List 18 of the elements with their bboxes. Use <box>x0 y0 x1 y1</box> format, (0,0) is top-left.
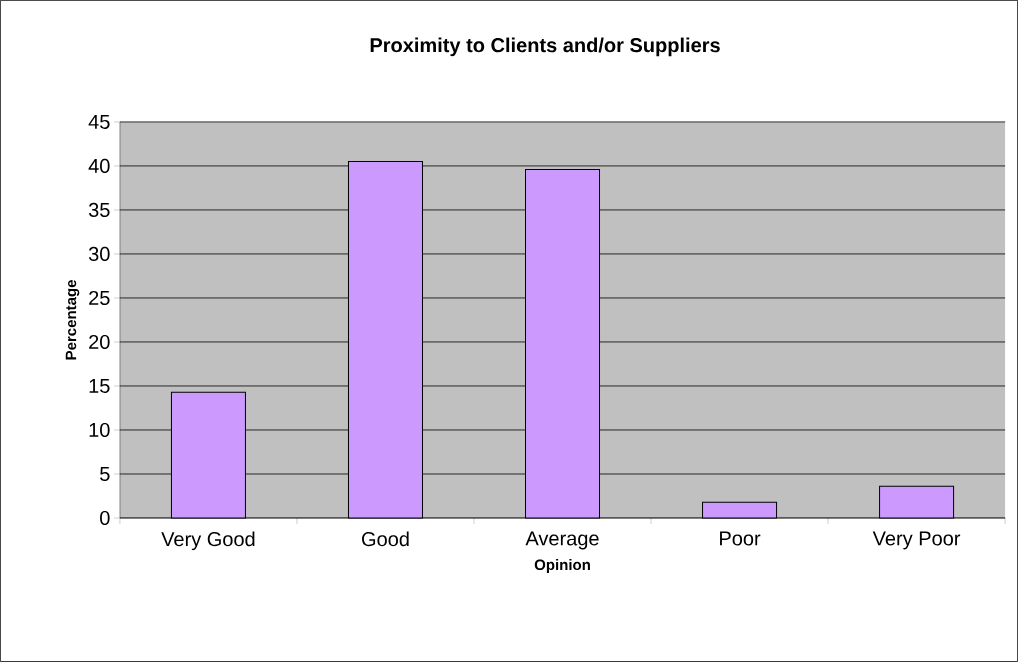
chart-title: Proximity to Clients and/or Suppliers <box>370 37 720 57</box>
x-tick-label: Very Good <box>161 531 255 551</box>
y-axis-title: Percentage <box>65 280 80 360</box>
y-tick-label: 0 <box>100 510 110 526</box>
x-tick-label: Very Poor <box>872 531 961 550</box>
x-axis-title: Opinion <box>534 559 590 574</box>
y-tick-label: 20 <box>89 334 110 350</box>
y-tick-label: 30 <box>88 246 110 262</box>
y-tick-label: 15 <box>89 379 110 393</box>
x-tick-label: Average <box>525 531 599 550</box>
x-tick-label: Good <box>362 531 409 547</box>
x-tick-label: Poor <box>720 531 761 546</box>
y-tick-label: 40 <box>88 158 110 174</box>
y-tick-label: 35 <box>88 202 110 218</box>
y-tick-label: 45 <box>88 114 110 129</box>
y-tick-label: 10 <box>89 422 110 438</box>
y-tick-label: 25 <box>89 290 110 306</box>
y-tick-label: 5 <box>100 467 110 481</box>
